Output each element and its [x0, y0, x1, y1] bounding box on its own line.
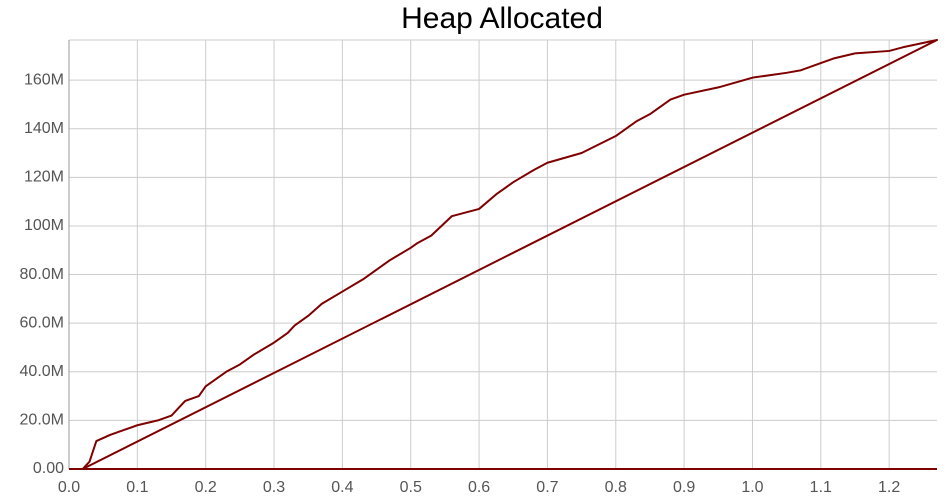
y-tick-label: 80.0M: [20, 266, 64, 283]
y-tick-label: 120M: [24, 169, 64, 186]
y-tick-label: 0.00: [33, 460, 64, 477]
x-tick-label: 1.1: [810, 479, 832, 496]
x-tick-label: 1.0: [741, 479, 763, 496]
x-tick-label: 1.2: [878, 479, 900, 496]
x-tick-label: 0.4: [331, 479, 353, 496]
x-tick-label: 0.7: [536, 479, 558, 496]
y-tick-label: 100M: [24, 217, 64, 234]
x-tick-label: 0.0: [58, 479, 80, 496]
y-tick-label: 20.0M: [20, 412, 64, 429]
x-tick-label: 0.9: [673, 479, 695, 496]
y-tick-label: 140M: [24, 120, 64, 137]
x-tick-label: 0.6: [468, 479, 490, 496]
x-tick-label: 0.3: [263, 479, 285, 496]
y-tick-label: 40.0M: [20, 363, 64, 380]
data-line: [69, 39, 938, 470]
x-tick-label: 0.5: [400, 479, 422, 496]
x-tick-label: 0.2: [195, 479, 217, 496]
y-tick-label: 60.0M: [20, 314, 64, 331]
chart-title: Heap Allocated: [401, 2, 603, 35]
x-tick-label: 0.8: [605, 479, 627, 496]
x-tick-label: 0.1: [126, 479, 148, 496]
y-tick-label: 160M: [24, 71, 64, 88]
